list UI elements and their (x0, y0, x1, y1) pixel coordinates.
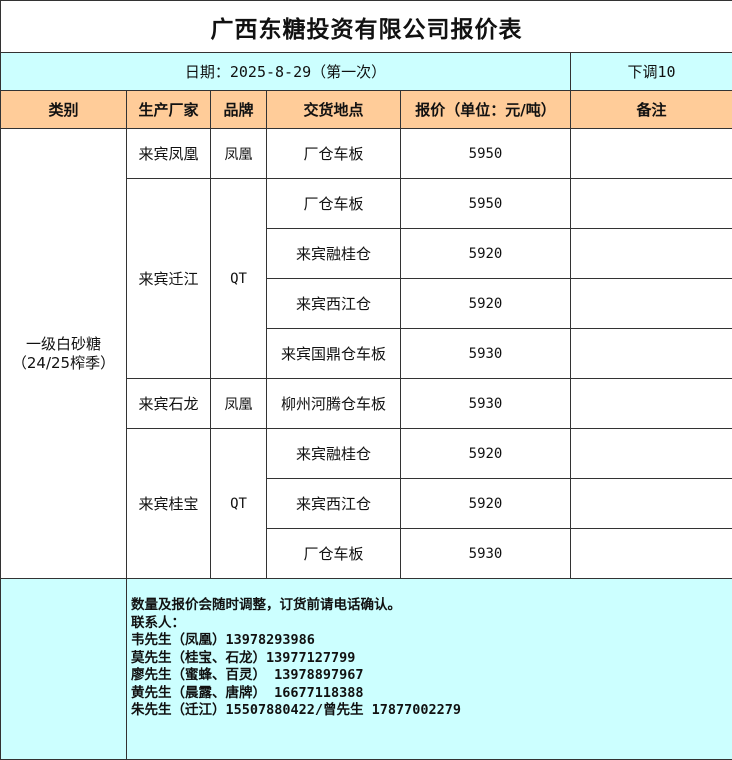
header-notes: 备注 (571, 91, 732, 129)
location-cell: 厂仓车板 (267, 129, 401, 179)
header-manufacturer: 生产厂家 (127, 91, 211, 129)
category-name: 一级白砂糖 (1, 335, 126, 354)
price-cell: 5920 (401, 279, 571, 329)
manufacturer-cell: 来宾迁江 (127, 179, 211, 379)
price-cell: 5930 (401, 329, 571, 379)
manufacturer-cell: 来宾石龙 (127, 379, 211, 429)
contact-line: 朱先生（迁江）15507880422/曾先生 17877002279 (131, 702, 732, 720)
date-line: 日期：2025-8-29（第一次） (1, 53, 571, 91)
notes-cell (571, 229, 732, 279)
header-category: 类别 (1, 91, 127, 129)
notes-cell (571, 479, 732, 529)
manufacturer-cell: 来宾凤凰 (127, 129, 211, 179)
contact-line: 莫先生（桂宝、石龙）13977127799 (131, 650, 732, 668)
location-cell: 厂仓车板 (267, 179, 401, 229)
contacts-label: 联系人： (131, 615, 732, 633)
notes-cell (571, 129, 732, 179)
manufacturer-cell: 来宾桂宝 (127, 429, 211, 579)
brand-cell: QT (211, 429, 267, 579)
notes-cell (571, 279, 732, 329)
location-cell: 来宾国鼎仓车板 (267, 329, 401, 379)
price-cell: 5920 (401, 429, 571, 479)
price-cell: 5920 (401, 229, 571, 279)
footer-left-cell (1, 579, 127, 760)
header-location: 交货地点 (267, 91, 401, 129)
contact-line: 韦先生（凤凰）13978293986 (131, 632, 732, 650)
category-cell: 一级白砂糖（24/25榨季） (1, 129, 127, 579)
price-cell: 5950 (401, 129, 571, 179)
notes-cell (571, 179, 732, 229)
price-cell: 5920 (401, 479, 571, 529)
brand-cell: 凤凰 (211, 129, 267, 179)
location-cell: 来宾西江仓 (267, 279, 401, 329)
notes-cell (571, 429, 732, 479)
brand-cell: 凤凰 (211, 379, 267, 429)
location-cell: 来宾融桂仓 (267, 229, 401, 279)
price-cell: 5950 (401, 179, 571, 229)
page-title: 广西东糖投资有限公司报价表 (1, 1, 732, 53)
footer-notes: 数量及报价会随时调整，订货前请电话确认。 联系人： 韦先生（凤凰）1397829… (127, 579, 732, 760)
price-cell: 5930 (401, 529, 571, 579)
notes-cell (571, 529, 732, 579)
category-season: （24/25榨季） (1, 354, 126, 373)
brand-cell: QT (211, 179, 267, 379)
price-adjustment: 下调10 (571, 53, 732, 91)
contact-line: 廖先生（蜜蜂、百灵） 13978897967 (131, 667, 732, 685)
header-price: 报价（单位：元/吨） (401, 91, 571, 129)
header-brand: 品牌 (211, 91, 267, 129)
notes-cell (571, 329, 732, 379)
location-cell: 厂仓车板 (267, 529, 401, 579)
location-cell: 来宾西江仓 (267, 479, 401, 529)
contact-line: 黄先生（晨露、唐牌） 16677118388 (131, 685, 732, 703)
location-cell: 柳州河腾仓车板 (267, 379, 401, 429)
notice-text: 数量及报价会随时调整，订货前请电话确认。 (131, 597, 732, 615)
price-cell: 5930 (401, 379, 571, 429)
location-cell: 来宾融桂仓 (267, 429, 401, 479)
notes-cell (571, 379, 732, 429)
